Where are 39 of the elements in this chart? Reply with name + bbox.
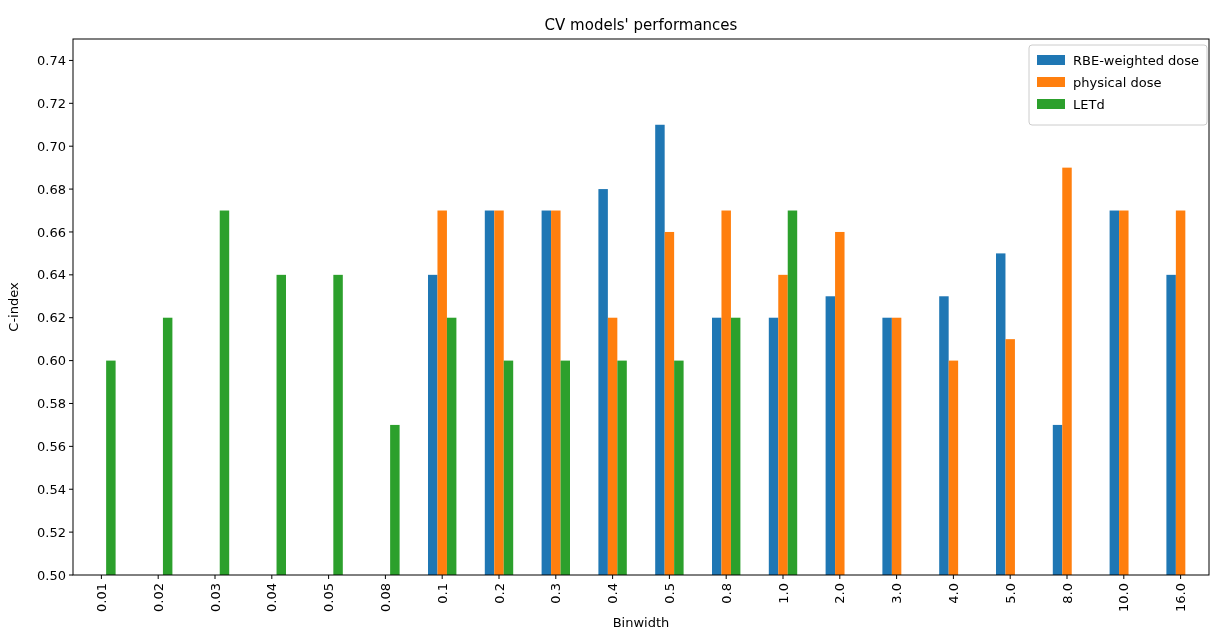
x-tick-label: 10.0 — [1116, 583, 1132, 612]
x-tick-label: 4.0 — [945, 583, 961, 604]
y-tick-label: 0.66 — [37, 224, 66, 240]
y-axis-title: C-index — [6, 282, 21, 332]
y-tick-label: 0.62 — [37, 310, 66, 326]
x-tick-label: 0.05 — [321, 583, 337, 612]
x-tick-label: 0.8 — [718, 583, 734, 604]
y-tick-label: 0.56 — [37, 438, 66, 454]
y-tick-label: 0.74 — [37, 52, 66, 68]
x-tick-label: 0.2 — [491, 583, 507, 604]
x-tick-label: 8.0 — [1059, 583, 1075, 604]
legend-label: LETd — [1073, 96, 1105, 112]
x-tick-label: 0.1 — [434, 583, 450, 604]
x-tick-label: 0.04 — [264, 583, 280, 612]
y-tick-label: 0.50 — [37, 567, 66, 583]
x-tick-label: 16.0 — [1173, 583, 1189, 612]
x-tick-label: 2.0 — [832, 583, 848, 604]
x-tick-label: 0.3 — [548, 583, 564, 604]
x-tick-label: 0.01 — [93, 583, 109, 612]
y-tick-label: 0.64 — [37, 267, 66, 283]
chart-title: CV models' performances — [544, 16, 738, 34]
x-tick-label: 0.08 — [377, 583, 393, 612]
legend-label: physical dose — [1073, 74, 1162, 90]
x-axis-title: Binwidth — [612, 615, 670, 630]
y-tick-label: 0.72 — [37, 95, 66, 111]
x-tick-label: 0.02 — [150, 583, 166, 612]
y-tick-label: 0.52 — [37, 524, 66, 540]
y-tick-label: 0.68 — [37, 181, 66, 197]
y-tick-label: 0.60 — [37, 353, 66, 369]
x-tick-label: 0.03 — [207, 583, 223, 612]
y-tick-label: 0.70 — [37, 138, 66, 154]
x-tick-label: 0.4 — [605, 583, 621, 604]
x-tick-label: 1.0 — [775, 583, 791, 604]
x-tick-label: 5.0 — [1002, 583, 1018, 604]
legend-label: RBE-weighted dose — [1073, 52, 1200, 68]
x-tick-label: 0.5 — [661, 583, 677, 604]
y-tick-label: 0.54 — [37, 481, 66, 497]
x-tick-label: 3.0 — [889, 583, 905, 604]
y-tick-label: 0.58 — [37, 396, 66, 412]
